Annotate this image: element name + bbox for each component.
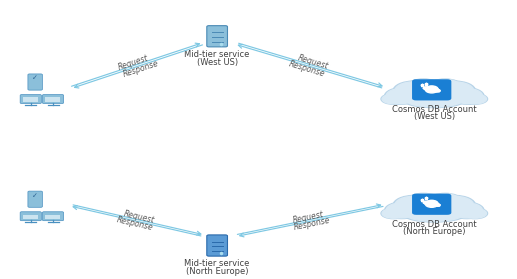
Ellipse shape [450,88,484,104]
Circle shape [425,200,438,207]
Text: (West US): (West US) [414,112,455,121]
Ellipse shape [464,94,486,104]
Text: Request: Request [292,210,324,225]
Ellipse shape [429,193,461,207]
Ellipse shape [385,202,419,218]
Text: (North Europe): (North Europe) [186,267,248,276]
Ellipse shape [431,80,460,92]
Ellipse shape [436,82,474,100]
Text: Response: Response [121,59,160,79]
Ellipse shape [429,79,461,92]
Ellipse shape [450,202,484,218]
Ellipse shape [434,81,476,100]
Ellipse shape [382,94,405,104]
Ellipse shape [403,92,466,108]
Ellipse shape [451,203,482,218]
FancyBboxPatch shape [412,79,451,100]
Ellipse shape [451,88,482,104]
Ellipse shape [409,81,459,104]
Text: Request: Request [123,209,156,225]
Ellipse shape [409,80,438,92]
Text: (West US): (West US) [196,58,238,67]
Ellipse shape [431,194,460,206]
Ellipse shape [385,88,419,104]
Ellipse shape [464,208,486,218]
Text: Cosmos DB Account: Cosmos DB Account [392,105,477,114]
FancyBboxPatch shape [23,215,38,219]
FancyBboxPatch shape [28,191,42,207]
Ellipse shape [406,93,463,107]
Ellipse shape [407,80,462,105]
Ellipse shape [381,208,406,219]
Text: Request: Request [297,54,330,71]
FancyBboxPatch shape [23,97,38,102]
Text: Request: Request [117,53,150,72]
Ellipse shape [393,81,434,100]
Ellipse shape [386,88,417,104]
FancyBboxPatch shape [42,95,64,104]
Text: Response: Response [115,215,154,232]
FancyBboxPatch shape [42,212,64,221]
Text: Mid-tier service: Mid-tier service [185,50,250,59]
Ellipse shape [409,196,459,218]
Ellipse shape [407,79,439,92]
Ellipse shape [403,206,466,222]
Ellipse shape [406,207,463,221]
FancyBboxPatch shape [412,194,451,215]
Ellipse shape [395,82,432,100]
Text: ✓: ✓ [32,75,38,81]
Circle shape [425,86,438,93]
Ellipse shape [381,94,406,104]
Text: Cosmos DB Account: Cosmos DB Account [392,220,477,229]
FancyBboxPatch shape [207,235,227,256]
Text: (North Europe): (North Europe) [403,227,465,235]
FancyBboxPatch shape [45,97,60,102]
Ellipse shape [407,194,462,220]
FancyBboxPatch shape [28,74,42,90]
Ellipse shape [436,196,474,214]
FancyBboxPatch shape [20,212,41,221]
Text: Response: Response [288,59,326,78]
Text: Mid-tier service: Mid-tier service [185,259,250,268]
Ellipse shape [434,196,476,215]
Ellipse shape [386,203,417,218]
FancyBboxPatch shape [45,215,60,219]
Ellipse shape [393,196,434,215]
FancyBboxPatch shape [207,26,227,47]
Text: ✓: ✓ [32,193,38,199]
Ellipse shape [462,208,488,219]
Ellipse shape [382,208,405,218]
Ellipse shape [395,196,432,214]
Ellipse shape [407,193,439,207]
Ellipse shape [462,94,488,104]
Text: Response: Response [293,215,331,232]
Ellipse shape [409,194,438,206]
FancyBboxPatch shape [20,95,41,104]
